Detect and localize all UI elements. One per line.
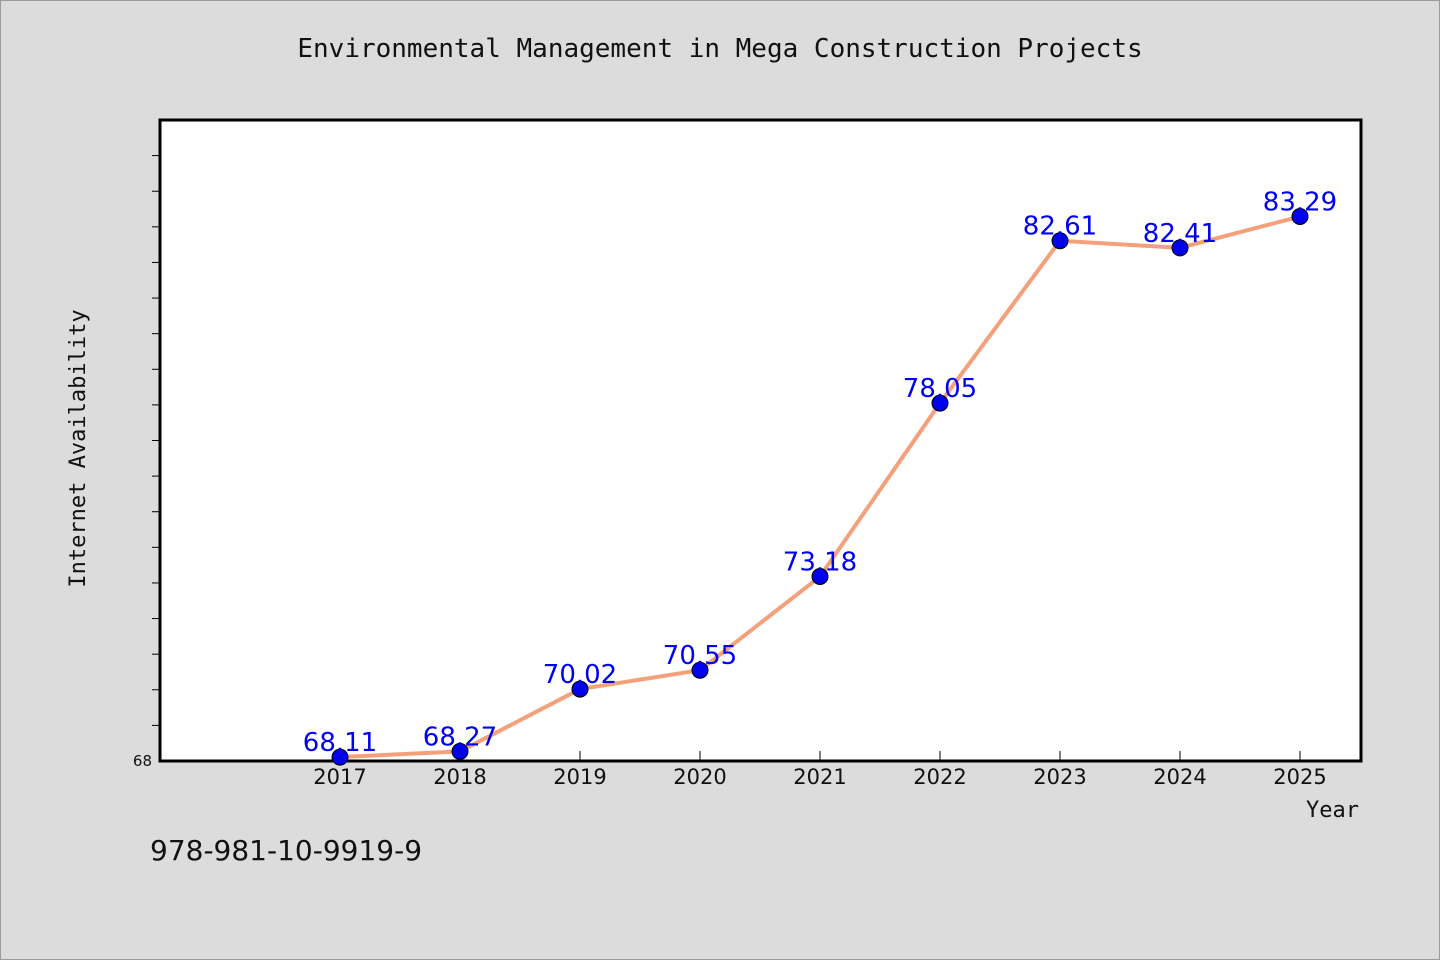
x-tick-label: 2022: [913, 765, 966, 789]
x-tick-label: 2017: [313, 765, 366, 789]
data-point: [1051, 232, 1069, 250]
data-label: 78.05: [903, 374, 977, 404]
chart-title: Environmental Management in Mega Constru…: [297, 34, 1143, 64]
data-point: [1171, 239, 1189, 257]
data-label: 83.29: [1263, 188, 1337, 218]
x-tick-label: 2024: [1153, 765, 1206, 789]
plot-area: [158, 118, 1363, 763]
y-axis-ticks: [152, 155, 160, 726]
data-point: [811, 568, 829, 586]
x-tick-label: 2019: [553, 765, 606, 789]
data-point: [691, 661, 709, 679]
y-axis-label: Internet Availability: [66, 309, 91, 587]
x-tick-label: 2018: [433, 765, 486, 789]
y-tick-label: 68: [133, 752, 152, 770]
isbn-text: 978-981-10-9919-9: [150, 834, 423, 867]
data-point: [571, 680, 589, 698]
x-tick-label: 2025: [1273, 765, 1326, 789]
data-label: 73.18: [783, 548, 857, 578]
data-point: [331, 748, 349, 766]
x-tick-label: 2021: [793, 765, 846, 789]
data-point: [1291, 208, 1309, 226]
data-label: 70.02: [543, 660, 617, 690]
data-label: 82.41: [1143, 219, 1217, 249]
x-tick-label: 2020: [673, 765, 726, 789]
data-point: [451, 742, 469, 760]
data-label: 68.11: [303, 728, 377, 758]
data-label: 82.61: [1023, 212, 1097, 242]
x-tick-label: 2023: [1033, 765, 1086, 789]
x-axis-label: Year: [1306, 798, 1359, 823]
data-label: 70.55: [663, 641, 737, 671]
x-axis-ticks: 2017 2018 2019 2020 2021 2022 2023 2024 2025: [313, 751, 1327, 789]
data-label: 68.27: [423, 722, 497, 752]
data-point: [931, 394, 949, 412]
